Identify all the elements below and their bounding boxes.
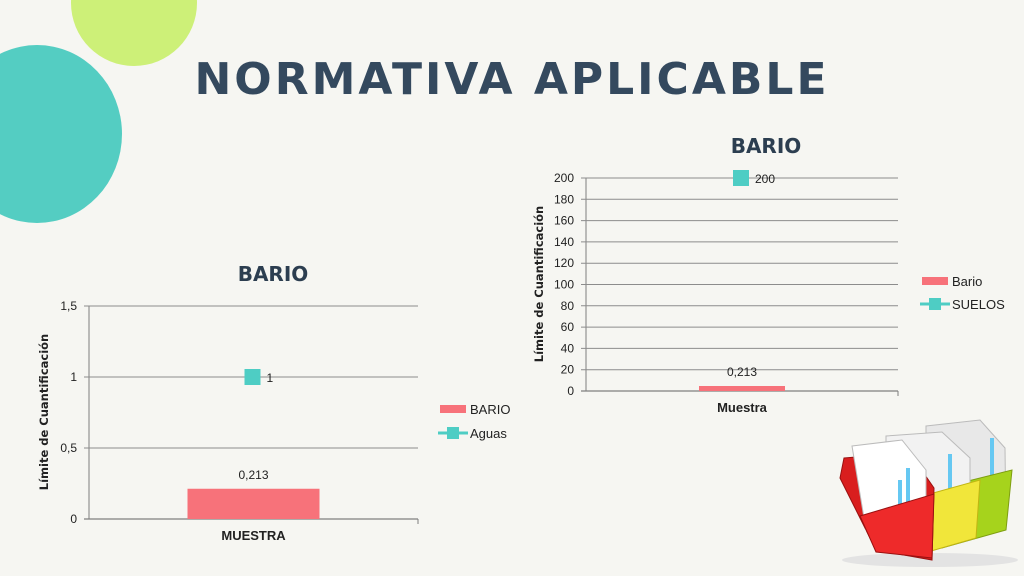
legend-swatch [922,277,948,285]
bar [699,386,785,391]
series-marker [733,170,749,186]
y-tick-label: 0 [567,384,574,398]
bar-value-label: 0,213 [238,468,268,482]
y-tick-label: 40 [561,341,575,355]
y-tick-label: 140 [554,235,574,249]
y-axis-label: Límite de Cuantificación [532,206,546,363]
folders-chart-icon [839,419,1018,567]
y-tick-label: 120 [554,256,574,270]
y-tick-label: 1 [70,370,77,384]
slide-title: NORMATIVA APLICABLE [194,54,830,105]
y-tick-label: 100 [554,278,574,292]
y-tick-label: 160 [554,214,574,228]
legend-label: Bario [952,274,982,289]
legend-label: BARIO [470,402,510,417]
y-tick-label: 200 [554,171,574,185]
y-tick-label: 0,5 [60,441,77,455]
y-tick-label: 60 [561,320,575,334]
y-tick-label: 20 [561,363,575,377]
legend-label: SUELOS [952,297,1005,312]
chart-title: BARIO [238,262,309,286]
y-axis-label: Límite de Cuantificación [37,334,51,491]
bar-value-label: 0,213 [727,365,757,379]
y-tick-label: 1,5 [60,299,77,313]
legend-label: Aguas [470,426,507,441]
y-tick-label: 0 [70,512,77,526]
legend-swatch [440,405,466,413]
legend-marker [929,298,941,310]
y-tick-label: 80 [561,299,575,313]
marker-value-label: 1 [267,371,274,385]
chart-title: BARIO [731,134,802,158]
series-marker [244,369,261,385]
x-category-label: MUESTRA [221,528,286,543]
x-category-label: Muestra [717,400,768,415]
bar [187,488,320,519]
legend-marker [447,427,459,439]
marker-value-label: 200 [755,172,775,186]
y-tick-label: 180 [554,192,574,206]
